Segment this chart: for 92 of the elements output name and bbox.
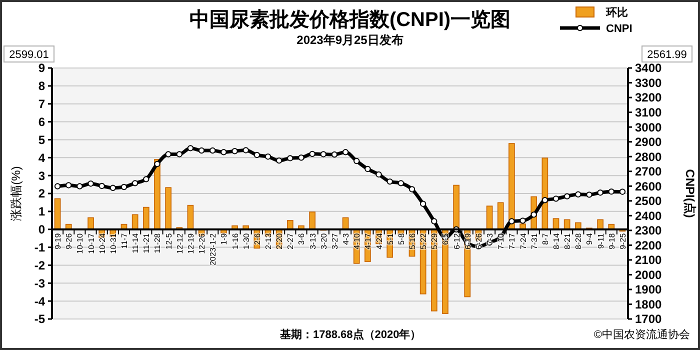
x-tick-label: 9-18	[607, 232, 616, 250]
y-tick-label: -4	[34, 294, 46, 308]
y-tick-label: -5	[34, 312, 46, 326]
x-tick-label: 9-4	[585, 232, 594, 245]
x-tick-label: 4-17	[364, 232, 373, 250]
x-tick-label: 10-31	[108, 232, 118, 254]
y-tick-label: -1	[34, 240, 46, 254]
y-tick-label: 1	[38, 204, 46, 219]
y-tick-label: 3	[38, 168, 46, 183]
x-tick-label: 5-29	[430, 232, 440, 250]
y2-tick-label: 2100	[635, 253, 662, 268]
y2-tick-label: 3400	[635, 61, 662, 76]
y-tick-label: 5	[38, 132, 46, 147]
y-tick-label: -3	[34, 276, 46, 290]
x-tick-label: 4-24	[374, 232, 384, 250]
y-tick-label: -2	[34, 258, 46, 272]
x-tick-label: 3-20	[319, 232, 328, 250]
y2-tick-label: 2300	[635, 224, 662, 238]
x-tick-label: 9-25	[618, 232, 628, 250]
x-tick-label: 4-3	[342, 232, 351, 245]
x-tick-label: 3-6	[297, 232, 306, 245]
x-tick-label: 12-5	[164, 232, 174, 250]
y2-tick-label: 2900	[635, 135, 662, 150]
x-tick-label: 11-28	[153, 232, 162, 254]
y2-tick-label: 1900	[635, 282, 662, 297]
x-tick-label: 5-1	[386, 232, 395, 245]
x-tick-label: 2-20	[275, 232, 284, 250]
x-tick-label: 2-27	[286, 232, 296, 250]
x-tick-label: 5-8	[396, 232, 406, 245]
x-tick-label: 2023-1-2	[208, 232, 218, 266]
x-tick-label: 9-11	[596, 232, 606, 249]
y2-tick-label: 3000	[635, 120, 662, 134]
y-tick-label: 8	[38, 79, 46, 94]
x-tick-label: 8-28	[574, 232, 584, 250]
x-tick-label: 6-12	[452, 232, 462, 250]
x-tick-label: 4-10	[352, 232, 362, 250]
y2-tick-label: 2700	[635, 164, 662, 179]
y2-tick-label: 1800	[635, 297, 662, 312]
x-tick-label: 8-7	[540, 232, 550, 245]
text: ©中国农资流通协会	[594, 328, 690, 341]
x-tick-label: 6-26	[474, 232, 484, 250]
x-tick-label: 5-16	[408, 232, 417, 250]
y2-axis-title: CNPI(点)	[683, 169, 697, 218]
x-tick-label: 9-26	[64, 232, 74, 250]
y-tick-label: 6	[38, 114, 46, 129]
text: 基期：1788.68点（2020年）	[279, 328, 422, 341]
x-tick-label: 12-26	[198, 232, 207, 254]
legend-label: CNPI	[606, 22, 632, 35]
x-tick-label: 11-21	[142, 232, 152, 254]
y-tick-label: 4	[38, 150, 46, 165]
x-tick-label: 12-12	[175, 232, 184, 254]
x-tick-label: 10-24	[98, 232, 107, 254]
y2-tick-label: 3300	[635, 76, 662, 90]
legend-label: 环比	[605, 6, 628, 19]
x-tick-label: 12-19	[186, 232, 196, 254]
x-tick-label: 1-30	[242, 232, 251, 250]
y2-tick-label: 2600	[635, 179, 662, 194]
y2-tick-label: 2000	[635, 268, 662, 282]
x-tick-label: 1-16	[230, 232, 240, 250]
y2-tick-label: 3200	[635, 90, 662, 105]
chart-subtitle: 2023年9月25日发布	[296, 33, 404, 47]
y-axis-title: 涨跌幅(%)	[9, 166, 23, 221]
y2-tick-label: 1700	[635, 312, 662, 326]
chart-title: 中国尿素批发价格指数(CNPI)一览图	[189, 8, 511, 31]
x-tick-label: 8-14	[552, 232, 561, 250]
y-tick-label: 2	[38, 186, 46, 201]
y-tick-label: 7	[38, 97, 46, 112]
x-tick-label: 7-24	[518, 232, 528, 250]
x-tick-label: 2-13	[264, 232, 273, 250]
y-tick-label: 9	[38, 61, 46, 76]
x-tick-label: 11-14	[131, 232, 140, 254]
x-tick-label: 9-19	[54, 232, 63, 250]
y2-tick-label: 2500	[635, 194, 662, 208]
y2-tick-label: 2200	[635, 238, 662, 252]
text: 2561.99	[647, 48, 687, 61]
x-tick-label: 5-22	[419, 232, 428, 250]
text: 2599.01	[9, 48, 49, 61]
y2-tick-label: 3100	[635, 105, 662, 120]
x-tick-label: 11-7	[120, 232, 129, 249]
x-tick-label: 10-10	[76, 232, 85, 254]
x-tick-label: 3-13	[308, 232, 318, 250]
y-tick-label: 0	[38, 222, 46, 237]
x-tick-label: 6-19	[463, 232, 472, 250]
y2-tick-label: 2800	[635, 150, 662, 164]
x-tick-label: 2-6	[252, 232, 262, 245]
x-tick-label: 10-17	[86, 232, 96, 254]
x-tick-label: 1-9	[220, 232, 229, 245]
x-tick-label: 7-17	[508, 232, 517, 250]
y2-tick-label: 2400	[635, 208, 662, 223]
x-tick-label: 3-27	[330, 232, 340, 250]
x-tick-label: 8-21	[563, 232, 572, 250]
x-tick-label: 7-31	[530, 232, 539, 250]
